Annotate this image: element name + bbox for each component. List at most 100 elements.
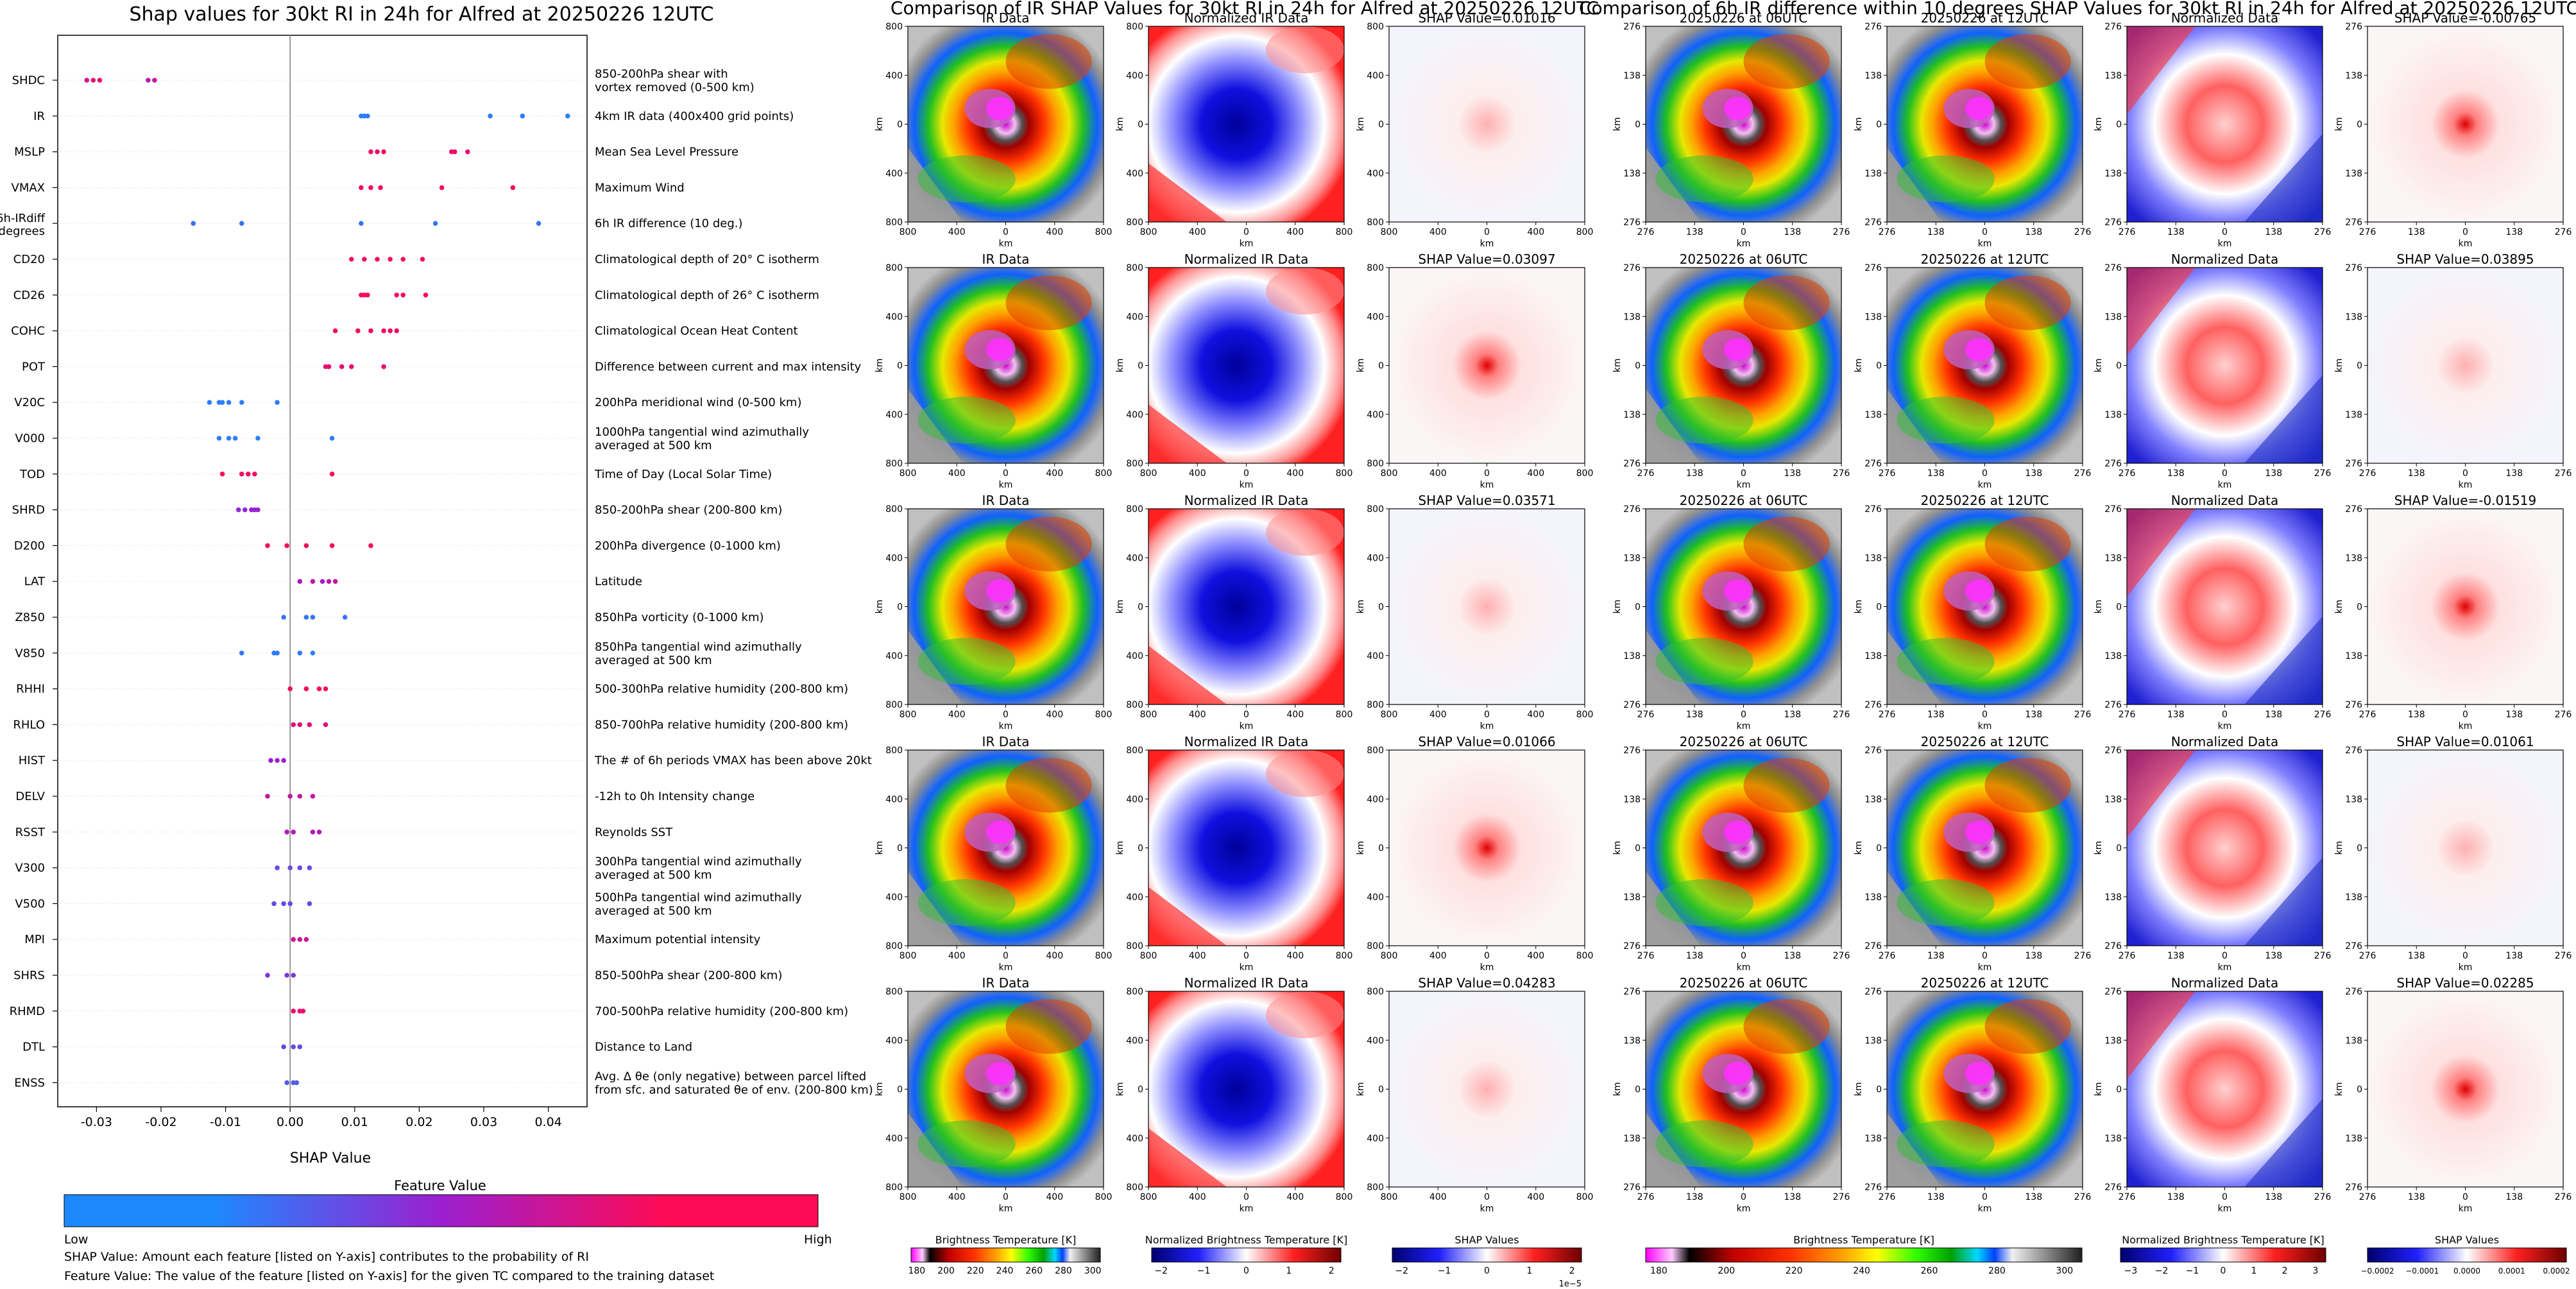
colorbar-tick-label: 260: [1921, 1266, 1938, 1276]
y-axis-label: km: [2094, 841, 2104, 855]
colorbar-tick-label: 300: [1084, 1266, 1102, 1276]
shap-point: [297, 794, 303, 799]
shap-point: [375, 257, 380, 262]
map-image: [907, 267, 1104, 464]
y-axis-label: km: [1612, 600, 1623, 614]
ytick-label: 276: [1623, 459, 1641, 469]
xtick-label: 800: [1095, 710, 1113, 720]
ytick-label: 400: [885, 892, 903, 903]
xtick-label: 0: [1243, 227, 1249, 237]
map-panel: SHAP Value=0.022852762761381380013813827…: [2334, 975, 2572, 1214]
xtick-label: -0.02: [145, 1115, 176, 1129]
feature-description: The # of 6h periods VMAX has been above …: [594, 754, 872, 767]
ytick-label: 800: [1126, 700, 1143, 710]
ytick-label: 138: [1864, 1134, 1882, 1144]
ytick-label: 400: [885, 1134, 903, 1144]
y-axis-label: km: [1115, 600, 1125, 614]
x-axis-label: km: [1978, 480, 1992, 490]
shap-point: [239, 472, 244, 477]
ytick-label: SHRS: [13, 969, 45, 982]
map-image: [1148, 749, 1345, 946]
ytick-label: RSST: [15, 826, 46, 839]
panel-title: SHAP Value=0.01061: [2396, 734, 2534, 749]
x-axis-label: km: [1978, 239, 1992, 249]
ytick-label: 0: [1378, 361, 1384, 371]
xtick-label: 800: [1140, 951, 1157, 961]
map-image: [2126, 749, 2323, 946]
y-axis-label: km: [2094, 359, 2104, 373]
map-panel: Normalized Data2762761381380013813827627…: [2094, 975, 2331, 1214]
map-panel: 20250226 at 12UTC27627613813800138138276…: [1854, 10, 2091, 249]
panel-title: IR Data: [982, 252, 1030, 267]
map-image: [1388, 267, 1585, 464]
ytick-label: 400: [1126, 71, 1143, 81]
x-axis-label: km: [1978, 1204, 1992, 1214]
shap-point: [329, 543, 335, 549]
y-axis-label: km: [1854, 1082, 1864, 1097]
xtick-label: 0: [1484, 468, 1490, 479]
xtick-label: 276: [2359, 468, 2376, 479]
xtick-label: 400: [1429, 468, 1447, 479]
ytick-label: 276: [2104, 22, 2122, 32]
ytick-label: 276: [2104, 504, 2122, 515]
xtick-label: 400: [1429, 710, 1447, 720]
xtick-label: 276: [1637, 468, 1655, 479]
feature-description: 1000hPa tangential wind azimuthally: [595, 425, 809, 439]
xtick-label: 0: [1243, 710, 1249, 720]
shap-point: [432, 221, 438, 226]
xtick-label: 400: [1286, 227, 1304, 237]
colorbar-bar: [2120, 1247, 2326, 1263]
colorbar: Normalized Brightness Temperature [K] −2 −…: [1145, 1234, 1348, 1276]
ytick-label: 276: [2345, 263, 2362, 273]
ytick-label: 0: [1635, 361, 1641, 371]
xtick-label: 800: [1095, 227, 1113, 237]
map-panel: Normalized IR Data8008004004000040040080…: [1115, 252, 1352, 490]
colorbar-low-label: Low: [64, 1233, 88, 1247]
xtick-label: -0.01: [210, 1115, 241, 1129]
ytick-label: 0: [1876, 844, 1882, 854]
y-axis-label: km: [1356, 841, 1366, 855]
panel-title: 20250226 at 06UTC: [1680, 252, 1808, 267]
xtick-label: 800: [900, 710, 917, 720]
ytick-label: 400: [1126, 1036, 1143, 1046]
shap-point: [97, 78, 103, 83]
xtick-label: 400: [1429, 227, 1447, 237]
colorbar-tick-label: 0: [1243, 1266, 1249, 1276]
xtick-label: 400: [1046, 710, 1063, 720]
colorbar-tick-label: 0.0002: [2543, 1267, 2570, 1276]
xtick-label: 138: [2505, 951, 2523, 961]
ytick-label: 138: [2345, 1134, 2362, 1144]
ytick-label: 800: [885, 459, 903, 469]
xtick-label: 0.02: [405, 1115, 432, 1129]
shap-point: [423, 293, 429, 298]
xtick-label: 138: [2265, 951, 2282, 961]
ytick-label: 138: [2104, 892, 2122, 903]
ytick-label: 276: [2104, 700, 2122, 710]
ytick-label: 0: [1378, 602, 1384, 613]
feature-description: 850-500hPa shear (200-800 km): [595, 969, 782, 982]
ytick-label: 400: [885, 71, 903, 81]
feature-description: 850hPa tangential wind azimuthally: [595, 640, 802, 654]
panel-title: IR Data: [982, 10, 1030, 26]
panel-title: Normalized Data: [2171, 734, 2279, 749]
x-axis-label: km: [999, 721, 1013, 731]
ytick-label: 276: [1623, 700, 1641, 710]
shap-point: [388, 257, 393, 262]
xtick-label: 138: [2265, 1192, 2282, 1202]
xtick-label: 0: [1741, 1192, 1746, 1202]
xtick-label: 276: [2555, 951, 2572, 961]
y-axis-label: km: [1115, 841, 1125, 855]
ytick-label: 0: [1876, 120, 1882, 130]
shap-point: [303, 937, 309, 942]
y-axis-label: km: [874, 1082, 885, 1097]
y-axis-label: km: [1356, 600, 1366, 614]
ytick-label: 276: [1864, 218, 1882, 228]
xtick-label: 138: [2025, 227, 2042, 237]
shap-point: [394, 293, 400, 298]
colorbar-label: SHAP Values: [2435, 1234, 2499, 1246]
ytick-label: 276: [1623, 746, 1641, 756]
ytick-label: 276: [2345, 746, 2362, 756]
ytick-label: 400: [1367, 651, 1384, 662]
map-panel: 20250226 at 06UTC27627613813800138138276…: [1612, 975, 1850, 1214]
